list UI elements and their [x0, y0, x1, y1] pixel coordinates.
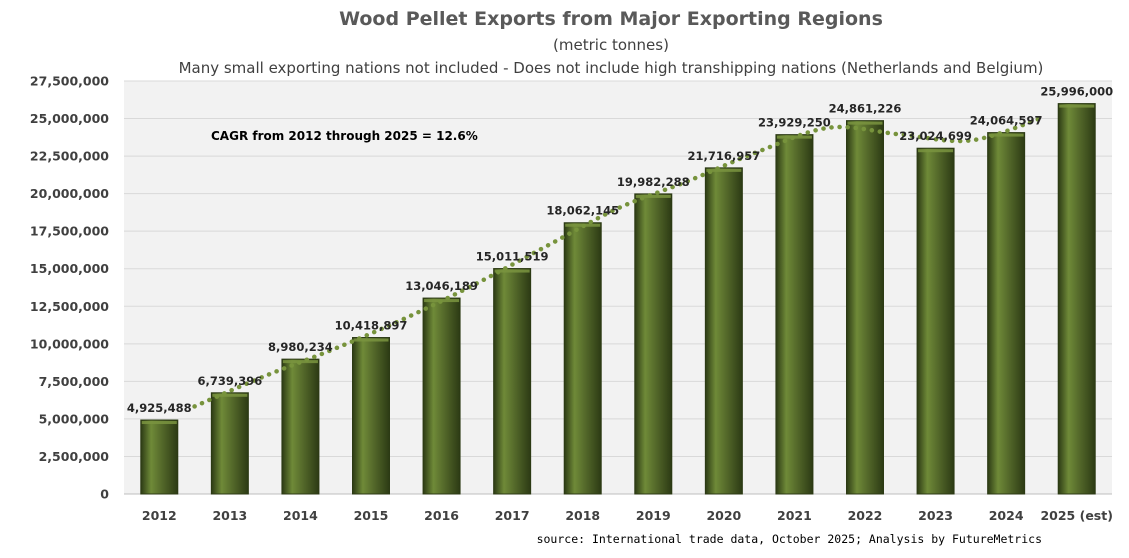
x-tick-label: 2018	[565, 508, 600, 523]
bar-top-highlight	[847, 121, 883, 125]
bar-2025est	[1057, 103, 1096, 495]
bar-body	[210, 392, 249, 495]
data-label: 10,418,897	[335, 319, 408, 333]
data-label: 6,739,396	[197, 374, 262, 388]
bar-2019	[634, 193, 673, 495]
x-tick-label: 2021	[777, 508, 812, 523]
data-label: 15,011,519	[476, 250, 549, 264]
bar-2024	[987, 132, 1026, 495]
y-tick-label: 17,500,000	[30, 224, 109, 239]
bar-body	[281, 358, 320, 495]
bar-top-highlight	[212, 393, 248, 397]
x-tick-label: 2013	[212, 508, 247, 523]
bar-body	[916, 147, 955, 495]
data-label: 4,925,488	[127, 401, 192, 415]
bar-2017	[493, 268, 532, 495]
bar-top-highlight	[1059, 104, 1095, 108]
bar-body	[493, 268, 532, 495]
x-tick-label: 2014	[283, 508, 318, 523]
bars	[140, 103, 1096, 495]
y-tick-label: 27,500,000	[30, 74, 109, 89]
chart-subtitle-note: Many small exporting nations not include…	[179, 59, 1044, 77]
bar-top-highlight	[141, 421, 177, 425]
y-tick-label: 7,500,000	[39, 374, 110, 389]
y-tick-label: 12,500,000	[30, 299, 109, 314]
bar-body	[775, 134, 814, 495]
y-tick-label: 25,000,000	[30, 111, 109, 126]
x-tick-label: 2015	[354, 508, 389, 523]
bar-body	[1057, 103, 1096, 495]
x-tick-label: 2012	[142, 508, 177, 523]
bar-top-highlight	[706, 168, 742, 172]
bar-body	[422, 297, 461, 495]
bar-body	[987, 132, 1026, 495]
data-label: 18,062,145	[546, 204, 619, 218]
bar-body	[563, 222, 602, 495]
bar-2020	[704, 167, 743, 495]
bar-body	[352, 337, 390, 495]
y-tick-label: 20,000,000	[30, 186, 109, 201]
y-tick-label: 15,000,000	[30, 261, 109, 276]
bar-2016	[422, 297, 461, 495]
x-tick-label: 2022	[848, 508, 883, 523]
bar-top-highlight	[353, 338, 389, 342]
source-note: source: International trade data, Octobe…	[537, 532, 1042, 546]
x-tick-label: 2024	[989, 508, 1024, 523]
bar-2015	[352, 337, 390, 495]
x-tick-label: 2025 (est)	[1040, 508, 1112, 523]
trendline-path	[192, 115, 1044, 409]
chart-subtitle: (metric tonnes)	[553, 36, 669, 54]
bar-2012	[140, 419, 179, 495]
bar-2021	[775, 134, 814, 495]
chart-title: Wood Pellet Exports from Major Exporting…	[339, 8, 883, 30]
data-label: 8,980,234	[268, 340, 333, 354]
trendline	[192, 115, 1044, 409]
bar-top-highlight	[494, 269, 530, 273]
cagr-annotation: CAGR from 2012 through 2025 = 12.6%	[211, 129, 478, 143]
y-tick-label: 10,000,000	[30, 336, 109, 351]
data-label: 19,982,288	[617, 175, 690, 189]
y-tick-label: 2,500,000	[39, 449, 110, 464]
x-tick-label: 2023	[918, 508, 953, 523]
bar-2022	[846, 120, 884, 495]
bar-2023	[916, 147, 955, 495]
bar-body	[846, 120, 884, 495]
y-tick-label: 22,500,000	[30, 149, 109, 164]
data-label: 13,046,189	[405, 279, 478, 293]
bar-top-highlight	[918, 149, 954, 153]
bar-body	[704, 167, 743, 495]
x-axis: 2012 2013 2014 2015 2016 2017 2018 2019 2020 2021…	[142, 508, 1113, 523]
x-tick-label: 2017	[495, 508, 530, 523]
data-label: 25,996,000	[1040, 85, 1113, 99]
data-label: 24,861,226	[829, 102, 902, 116]
bar-body	[140, 419, 179, 495]
y-tick-label: 5,000,000	[39, 411, 110, 426]
x-tick-label: 2020	[706, 508, 741, 523]
bar-body	[634, 193, 673, 495]
data-label: 23,929,250	[758, 116, 831, 130]
data-label: 23,024,699	[899, 129, 972, 143]
bar-top-highlight	[635, 194, 671, 198]
bar-2013	[210, 392, 249, 495]
x-tick-label: 2019	[636, 508, 671, 523]
y-tick-label: 0	[100, 487, 109, 502]
bar-2014	[281, 358, 320, 495]
y-axis: 0 2,500,000 5,000,000 7,500,000 10,000,000 12…	[30, 74, 109, 502]
x-tick-label: 2016	[424, 508, 459, 523]
data-label: 24,064,597	[970, 114, 1043, 128]
bar-2018	[563, 222, 602, 495]
bar-top-highlight	[988, 133, 1024, 137]
data-label: 21,716,957	[687, 149, 760, 163]
